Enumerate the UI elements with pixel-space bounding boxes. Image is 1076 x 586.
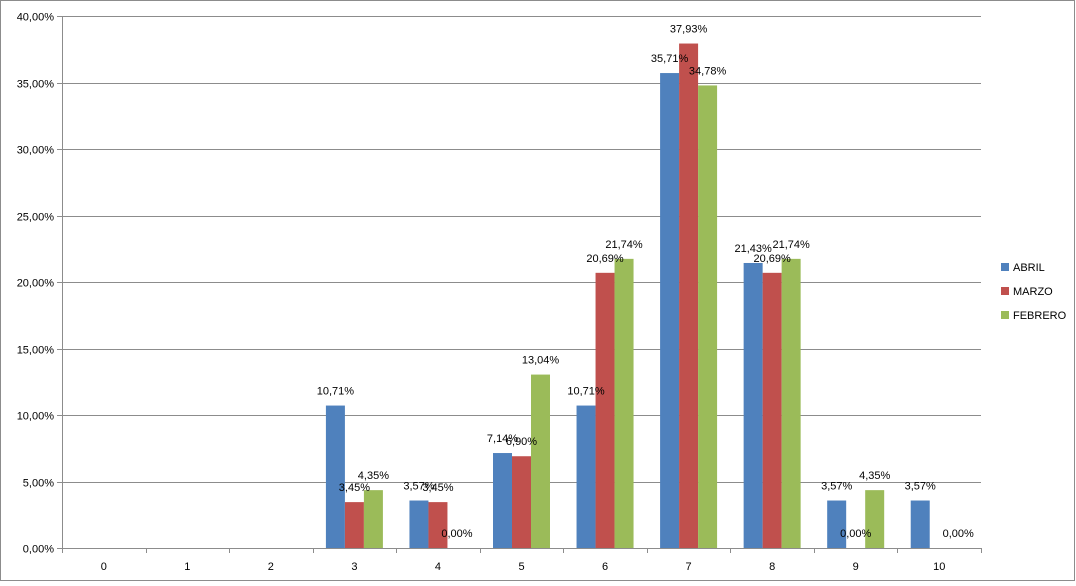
data-label-abril: 3,57% <box>821 481 852 493</box>
y-tick-label: 25,00% <box>17 212 55 224</box>
data-label-febrero: 21,74% <box>605 239 643 251</box>
x-tick-label: 9 <box>853 561 859 573</box>
data-label-marzo: 0,00% <box>840 528 871 540</box>
bar-abril <box>325 405 345 548</box>
bar-abril <box>827 500 847 548</box>
data-label-marzo: 37,93% <box>670 24 708 36</box>
y-tick-label: 15,00% <box>17 345 55 357</box>
bar-marzo <box>512 456 531 548</box>
bar-abril <box>493 453 512 548</box>
bar-abril <box>743 262 763 548</box>
bar-marzo <box>679 43 699 548</box>
y-tick-label: 35,00% <box>17 79 55 91</box>
data-label-marzo: 20,69% <box>586 253 624 265</box>
data-label-febrero: 21,74% <box>772 239 810 251</box>
data-label-abril: 7,14% <box>487 433 518 445</box>
bar-marzo <box>344 502 364 548</box>
bar-febrero <box>363 490 383 548</box>
data-label-febrero: 34,78% <box>689 65 727 77</box>
data-label-abril: 21,43% <box>734 243 772 255</box>
bar-marzo <box>428 502 448 548</box>
gridlines <box>62 16 981 483</box>
data-label-abril: 10,71% <box>317 386 355 398</box>
data-label-abril: 3,57% <box>403 481 434 493</box>
bar-febrero <box>698 85 718 549</box>
bar-marzo <box>762 272 782 548</box>
bars <box>325 43 930 549</box>
bar-abril <box>660 73 680 548</box>
bar-abril <box>576 405 596 548</box>
bar-abril <box>910 500 930 548</box>
y-tick-label: 10,00% <box>17 411 55 423</box>
y-tick-label: 5,00% <box>23 478 54 490</box>
x-tick-label: 8 <box>769 561 775 573</box>
bar-febrero <box>531 374 550 548</box>
bar-febrero <box>781 258 801 548</box>
axes: 0,00%5,00%10,00%15,00%20,00%25,00%30,00%… <box>17 12 982 573</box>
data-label-febrero: 4,35% <box>358 470 389 482</box>
data-label-marzo: 3,45% <box>422 482 453 494</box>
data-labels: 10,71%3,57%7,14%10,71%35,71%21,43%3,57% 3… <box>317 24 974 540</box>
y-tick-label: 30,00% <box>17 145 55 157</box>
bar-abril <box>409 500 429 548</box>
data-label-febrero: 13,04% <box>522 355 560 367</box>
x-tick-label: 1 <box>184 561 190 573</box>
legend-label-marzo: MARZO <box>1013 286 1053 298</box>
data-label-abril: 10,71% <box>567 386 605 398</box>
y-tick-label: 40,00% <box>17 12 55 24</box>
data-label-marzo: 3,45% <box>339 482 370 494</box>
bar-febrero <box>614 258 634 548</box>
bar-marzo <box>595 272 615 548</box>
x-tick-label: 10 <box>933 561 945 573</box>
x-tick-label: 3 <box>351 561 357 573</box>
data-label-abril: 35,71% <box>651 53 689 65</box>
bar-febrero <box>865 490 885 548</box>
y-tick-label: 20,00% <box>17 278 55 290</box>
x-tick-label: 4 <box>435 561 441 573</box>
data-label-marzo: 20,69% <box>753 253 791 265</box>
x-tick-label: 2 <box>268 561 274 573</box>
data-label-febrero: 4,35% <box>859 470 890 482</box>
legend-swatch-febrero <box>1001 311 1009 319</box>
x-tick-label: 5 <box>518 561 524 573</box>
legend-swatch-marzo <box>1001 287 1009 295</box>
y-tick-label: 0,00% <box>23 544 54 556</box>
x-tick-label: 7 <box>686 561 692 573</box>
legend-label-abril: ABRIL <box>1013 262 1045 274</box>
legend-label-febrero: FEBRERO <box>1013 310 1067 322</box>
legend-swatch-abril <box>1001 263 1009 271</box>
x-tick-label: 6 <box>602 561 608 573</box>
x-tick-label: 0 <box>101 561 107 573</box>
data-label-marzo: 6,90% <box>506 436 537 448</box>
data-label-abril: 3,57% <box>905 481 936 493</box>
legend: ABRIL MARZO FEBRERO <box>1001 262 1067 322</box>
data-label-febrero: 0,00% <box>943 528 974 540</box>
data-label-febrero: 0,00% <box>441 528 472 540</box>
